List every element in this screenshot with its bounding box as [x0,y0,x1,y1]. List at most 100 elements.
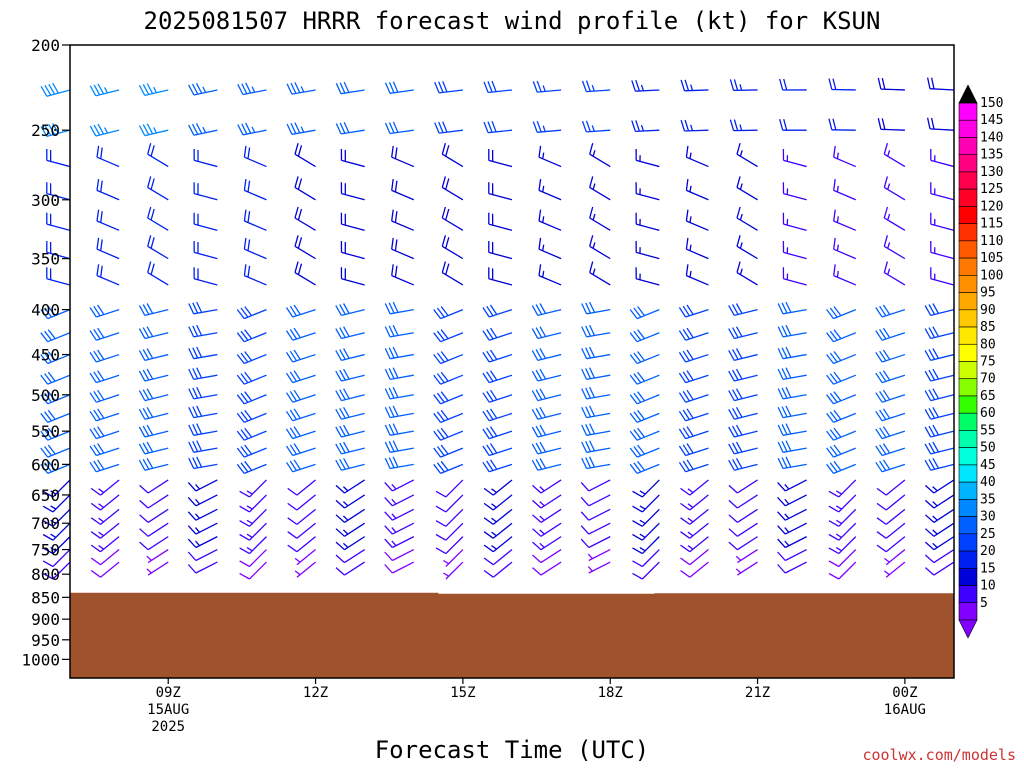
wind-barb [236,444,267,458]
barb-feather [96,264,100,276]
barb-feather [236,412,245,423]
barb-feather [531,443,539,455]
barb-staff [885,536,906,553]
wind-barb [538,209,562,231]
barb-staff [440,394,464,405]
wind-barb [147,176,169,201]
wind-barb [384,508,415,521]
barb-staff [586,332,611,338]
barb-staff [734,430,758,438]
wind-barb [443,561,464,580]
barb-feather [196,324,203,336]
barb-feather [236,430,245,441]
wind-barb [42,549,71,568]
barb-feather [293,349,301,360]
barb-feather [829,411,838,422]
barb-feather [89,428,97,439]
barb-feather [483,569,494,578]
wind-barb [483,536,513,553]
barb-feather [287,544,298,553]
barb-feather [188,84,195,96]
barb-half-feather [687,488,694,494]
barb-feather [833,444,842,455]
wind-barb [236,351,267,365]
wind-barb [826,351,857,365]
barb-staff [930,192,955,201]
wind-barb [443,549,464,567]
barb-feather [44,125,52,136]
barb-feather [100,265,103,278]
barb-staff [52,549,71,567]
barb-staff [439,89,463,94]
wind-barb [777,522,807,535]
colorbar-label: 30 [980,510,996,525]
barb-feather [47,460,56,471]
barb-staff [96,275,120,286]
barb-feather [882,349,891,360]
barb-feather [243,237,247,250]
wind-barb [779,119,807,131]
barb-feather [832,118,837,130]
barb-feather [486,427,494,438]
barb-staff [488,353,513,363]
barb-feather [585,302,592,314]
barb-staff [492,561,513,578]
barb-half-feather [884,570,890,576]
y-tick-label: 950 [31,631,60,650]
wind-barb [46,212,71,231]
barb-staff [586,463,611,470]
wind-barb [335,536,366,551]
barb-feather [732,327,739,338]
barb-feather [632,533,643,541]
barb-feather [631,80,637,92]
barb-feather [585,387,592,399]
barb-half-feather [835,533,842,538]
wind-barb [538,145,562,168]
barb-feather [287,531,298,539]
wind-barb [678,349,709,363]
barb-feather [388,82,395,93]
barb-feather [146,303,154,314]
barb-feather [685,209,689,222]
barb-staff [440,412,464,424]
y-tick-label: 750 [31,541,60,560]
barb-feather [438,81,444,93]
y-tick-label: 200 [31,36,60,55]
barb-staff [734,412,758,420]
barb-feather [97,426,105,437]
barb-feather [240,446,249,456]
barb-feather [335,328,342,339]
barb-half-feather [104,127,109,134]
barb-feather [531,328,539,339]
barb-half-feather [592,242,596,249]
barb-feather [96,209,100,222]
barb-feather [335,499,345,509]
barb-half-feather [835,505,842,510]
barb-feather [240,373,249,384]
barb-staff [734,308,758,317]
barb-feather [436,373,445,384]
barb-feather [589,235,594,247]
wind-barb [236,409,267,424]
barb-half-feather [391,527,397,533]
barb-staff [445,549,464,567]
barb-half-feather [294,557,301,563]
wind-barb [384,324,414,338]
barb-feather [684,119,690,132]
barb-feather [833,351,842,361]
wind-barb [680,479,709,496]
barb-feather [392,367,399,379]
barb-staff [885,479,906,496]
wind-barb [629,460,660,475]
barb-half-feather [639,533,646,538]
barb-feather [883,176,889,188]
barb-staff [392,548,415,562]
barb-half-feather [689,216,692,223]
barb-feather [637,306,646,316]
barb-staff [734,374,758,382]
wind-barb [777,508,807,521]
barb-feather [384,481,393,492]
wind-barb [193,267,218,286]
barb-half-feather [739,124,743,131]
wind-barb [384,548,415,562]
